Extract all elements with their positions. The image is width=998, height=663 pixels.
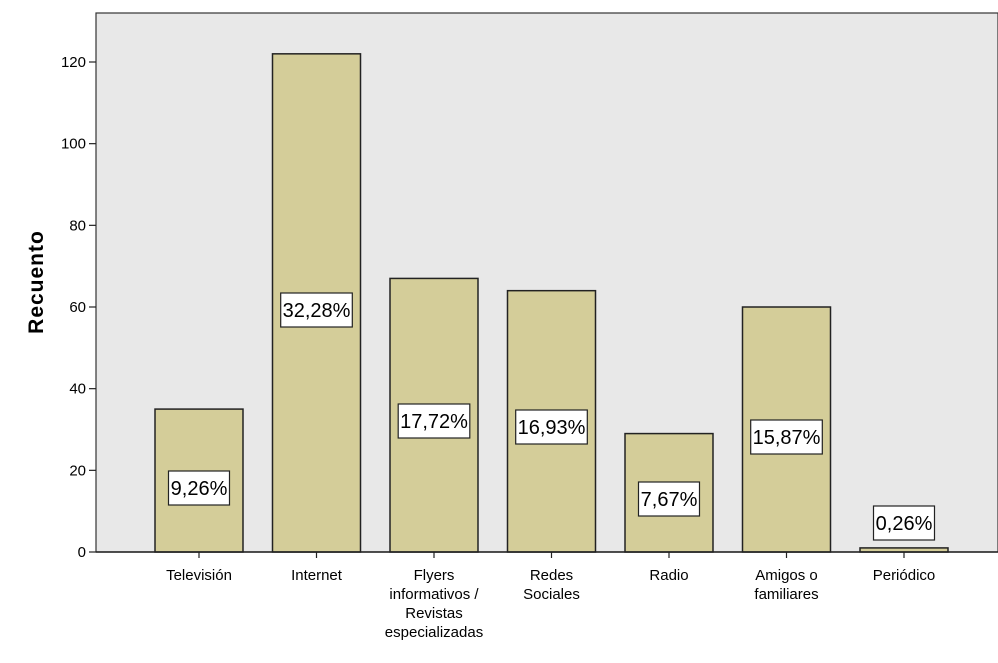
y-tick-label: 60 [69, 299, 86, 316]
category-label: Redes Sociales [523, 567, 580, 603]
data-label-box [397, 403, 471, 439]
data-label-box [515, 409, 588, 445]
data-label-box [750, 419, 823, 455]
y-tick-label: 0 [78, 544, 86, 561]
data-label: 0,26% [876, 513, 933, 535]
category-label: Televisión [166, 567, 232, 584]
y-tick-label: 100 [61, 136, 86, 153]
category-label: Radio [649, 567, 688, 584]
y-tick-label: 20 [69, 462, 86, 479]
data-label: 17,72% [400, 411, 468, 433]
y-tick-label: 80 [69, 217, 86, 234]
data-label-box [167, 470, 231, 506]
category-label: Internet [291, 567, 343, 584]
category-labels-group: Televisión Internet Flyers informativos / Re… [166, 552, 935, 641]
data-label: 16,93% [518, 417, 586, 439]
category-label: Amigos o familiares [754, 567, 818, 603]
data-label-box [872, 505, 936, 541]
y-axis-title: Recuento [25, 230, 48, 334]
data-label: 7,67% [641, 489, 698, 511]
data-label-box [637, 481, 701, 517]
y-tick-label: 40 [69, 381, 86, 398]
category-label: Periódico [873, 567, 936, 584]
data-labels-group: 9,26% 32,28% 17,72% 16,93% 7,67% 15,87% 0,26% [167, 292, 936, 541]
data-label: 15,87% [753, 427, 821, 449]
category-label: Flyers informativos / Revistas especializad… [385, 567, 483, 641]
data-label: 9,26% [171, 478, 228, 500]
data-label: 32,28% [283, 300, 351, 322]
data-label-box [280, 292, 353, 328]
y-tick-label: 120 [61, 54, 86, 71]
y-axis-ticks: 0 20 40 60 80 100 120 [61, 54, 96, 561]
